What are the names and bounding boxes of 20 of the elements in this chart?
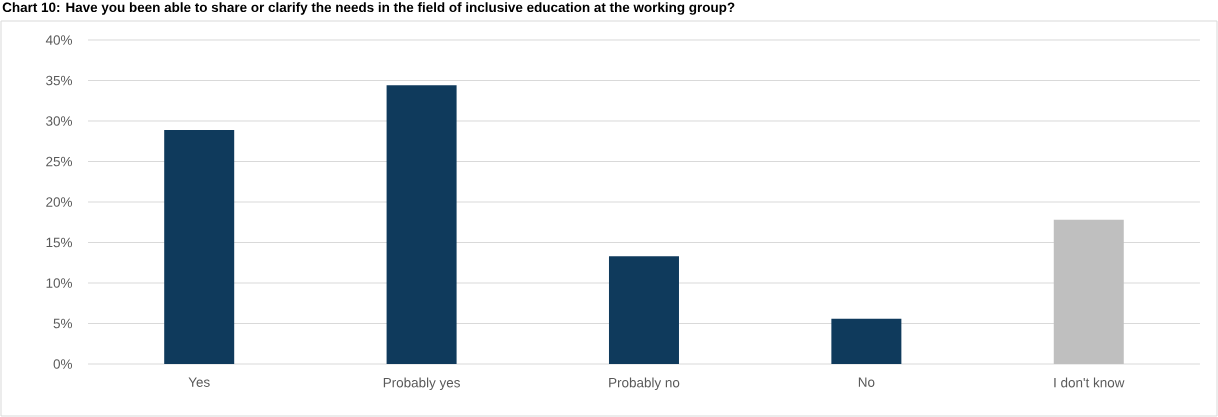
y-tick-label: 5% <box>53 318 73 329</box>
y-tick-label: 30% <box>46 116 73 126</box>
x-tick-label: Probably yes <box>383 377 460 391</box>
bar <box>1053 219 1124 364</box>
y-tick-label: 10% <box>46 278 73 288</box>
bar <box>608 256 679 364</box>
bar <box>831 318 902 364</box>
chart-title: Chart 10: Have you been able to share or clarify the needs in the field of inclusive education at the working group? <box>2 2 735 15</box>
y-tick-label: 25% <box>46 156 73 167</box>
bar <box>164 129 235 364</box>
x-tick-label: Probably no <box>609 377 680 391</box>
y-tick-label: 40% <box>45 35 73 45</box>
x-tick-label: I don't know <box>1054 377 1125 388</box>
y-tick-label: 20% <box>46 197 73 207</box>
bar <box>386 85 457 364</box>
y-tick-label: 0% <box>53 359 73 369</box>
y-tick-label: 35% <box>46 75 73 86</box>
x-tick-label: Yes <box>188 377 210 387</box>
x-tick-label: No <box>858 377 875 387</box>
y-tick-label: 15% <box>46 237 73 248</box>
